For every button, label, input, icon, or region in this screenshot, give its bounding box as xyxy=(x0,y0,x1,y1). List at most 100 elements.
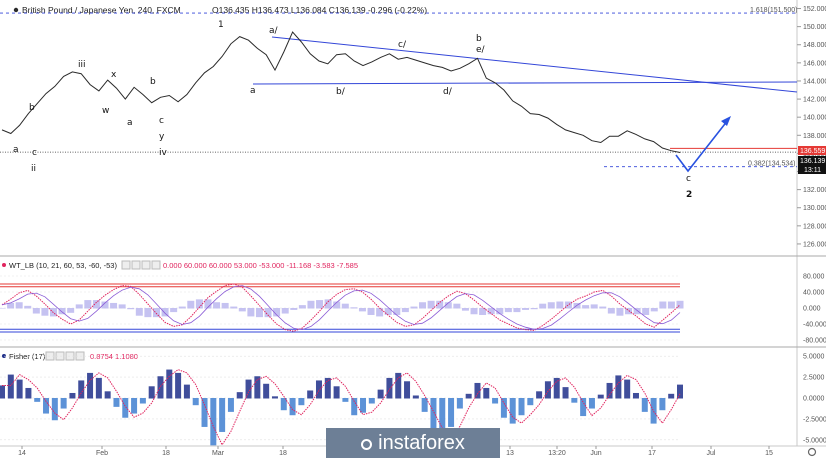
fisher-tick-label: 5.0000 xyxy=(803,354,825,361)
fisher-axis[interactable]: -5.0000 -2.5000 0.0000 2.5000 5.0000 xyxy=(0,354,826,445)
wave-label: ii xyxy=(31,164,36,174)
wt-hist-bar xyxy=(101,301,109,309)
wt-tick-label: 40.000 xyxy=(803,290,825,297)
fisher-legend[interactable]: Fisher (17) 0.8754 1.1080 xyxy=(2,351,138,361)
trend-line-horizontal[interactable] xyxy=(252,81,798,85)
wt-hist-bar xyxy=(410,306,418,309)
fisher-bar xyxy=(615,375,622,399)
fisher-bar xyxy=(227,398,234,412)
wt-hist-bar xyxy=(453,303,461,309)
eye-icon[interactable] xyxy=(121,260,131,270)
fisher-title[interactable]: Fisher (17) xyxy=(9,352,46,361)
wt-hist-bar xyxy=(496,308,504,315)
fisher-bar xyxy=(333,386,340,399)
fisher-bar xyxy=(588,398,595,409)
time-tick-label: Jun xyxy=(590,450,601,457)
fisher-bar xyxy=(183,384,190,399)
fisher-bar xyxy=(271,396,278,399)
wt-hist-bar xyxy=(67,308,75,313)
settings-icon[interactable] xyxy=(131,260,141,270)
more-icon[interactable] xyxy=(151,260,161,270)
wave-labels: a b c ii iii w x a b y c iv 1 a a/ b/ c/… xyxy=(13,20,692,200)
red-level-badge[interactable]: 136.559 xyxy=(798,146,826,155)
fisher-bar xyxy=(113,398,120,407)
wt-hist-bar xyxy=(15,302,23,309)
fisher-bar xyxy=(421,398,428,412)
fisher-bar xyxy=(536,391,543,399)
wt-hist-bar xyxy=(393,308,401,315)
wt-hist-bar xyxy=(0,308,6,309)
trend-lines[interactable] xyxy=(252,36,798,93)
wt-hist-bar xyxy=(178,306,186,309)
wt-hist-bar xyxy=(264,308,272,318)
wt-hist-bar xyxy=(187,300,195,309)
series-dot-icon xyxy=(13,7,19,13)
fisher-bar xyxy=(307,390,314,399)
brand-icon xyxy=(361,439,373,450)
fisher-bar xyxy=(201,398,208,427)
last-price-badge[interactable]: 136.139 13:11 xyxy=(798,156,826,174)
fisher-bar xyxy=(236,392,243,399)
wt-title[interactable]: WT_LB (10, 21, 60, 53, -60, -53) xyxy=(9,261,117,270)
wt-hist-bar xyxy=(358,308,366,312)
bar-countdown: 13:11 xyxy=(804,167,821,174)
wt-hist-bar xyxy=(127,308,135,310)
wave-label: 1 xyxy=(218,20,224,30)
price-series-line[interactable] xyxy=(1,31,681,153)
fisher-bar xyxy=(465,393,472,399)
wave-label: e/ xyxy=(476,45,486,55)
wt-hist-bar xyxy=(316,300,324,309)
wt-fast-line[interactable] xyxy=(1,283,681,332)
price-pane[interactable] xyxy=(0,0,797,256)
time-tick-label: 18 xyxy=(279,450,287,457)
trend-line-upper[interactable] xyxy=(271,36,798,93)
price-axis[interactable]: 126.000128.000130.000132.000134.000136.0… xyxy=(797,6,826,248)
fisher-bar xyxy=(360,398,367,413)
wt-hist-bar xyxy=(213,302,221,309)
wt-hist-bar xyxy=(444,302,452,309)
fisher-trigger-line[interactable] xyxy=(2,369,681,446)
time-axis[interactable]: 14 Feb 18 Mar 18 13 13:20 Jun 17 Jul 15 xyxy=(18,446,773,457)
fisher-bar xyxy=(87,372,94,399)
fisher-bar xyxy=(448,398,455,427)
projection-arrow[interactable] xyxy=(675,116,731,173)
symbol-title[interactable]: British Pound / Japanese Yen, 240, FXCM xyxy=(22,5,181,15)
fib-levels: 1.618(151.500) 0.382(134.534) xyxy=(0,7,797,168)
settings-gear-icon[interactable] xyxy=(807,447,817,457)
wt-hist-bar xyxy=(7,302,15,309)
wt-hist-bar xyxy=(625,308,633,315)
wt-hist-bar xyxy=(341,303,349,309)
fisher-bar xyxy=(51,398,58,421)
watermark-logo: instaforex xyxy=(326,428,500,458)
wt-hist-bar xyxy=(58,308,66,315)
price-tick-label: 144.000 xyxy=(803,78,826,85)
fisher-bar xyxy=(95,377,102,399)
fisher-bar xyxy=(148,386,155,399)
brand-name: instaforex xyxy=(378,432,465,454)
wt-hist-bar xyxy=(273,308,281,317)
price-tick-label: 150.000 xyxy=(803,24,826,31)
time-tick-label: 13:20 xyxy=(548,450,566,457)
close-icon[interactable] xyxy=(141,260,151,270)
chart-legend[interactable]: British Pound / Japanese Yen, 240, FXCM … xyxy=(13,5,427,15)
wt-hist-bar xyxy=(376,308,384,317)
fisher-bar xyxy=(430,398,437,429)
fisher-bar xyxy=(157,376,164,399)
indicator-controls[interactable] xyxy=(121,260,161,270)
wt-hist-bar xyxy=(642,308,650,315)
gear-icon[interactable] xyxy=(807,447,817,457)
fisher-bar xyxy=(60,398,67,409)
last-price-badge-box xyxy=(798,156,826,174)
wave-label: b xyxy=(29,103,35,113)
wt-hist-bar xyxy=(32,308,40,314)
fisher-bar xyxy=(7,374,14,399)
wt-hist-bar xyxy=(436,300,444,309)
wt-hist-bar xyxy=(75,304,83,309)
time-tick-label: Jul xyxy=(707,450,716,457)
wt-legend[interactable]: WT_LB (10, 21, 60, 53, -60, -53) 0.000 6… xyxy=(2,260,358,270)
wt-hist-bar xyxy=(118,304,126,309)
wt-slow-line[interactable] xyxy=(1,285,681,331)
wt-axis[interactable]: -80.000 -40.000 0.000 40.000 80.000 xyxy=(0,274,826,345)
fisher-bar xyxy=(69,392,76,399)
